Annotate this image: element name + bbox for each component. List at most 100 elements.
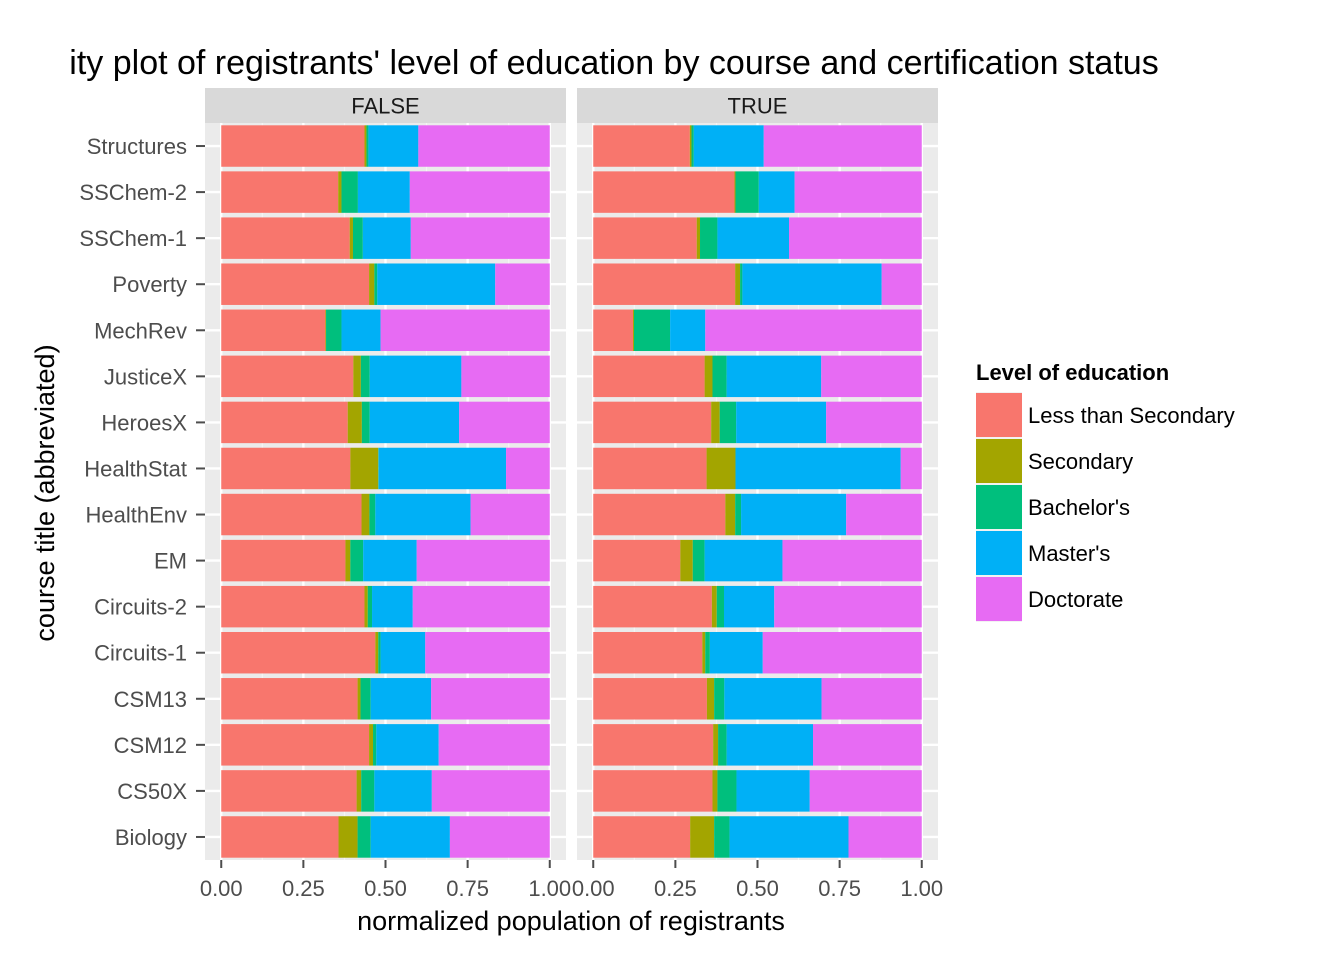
bar-segment: SSChem-2 — Less than Secondary: 0.356 xyxy=(221,171,339,213)
bar-segment: JusticeX — Master's: 0.279 xyxy=(369,355,462,398)
bar-segment: EM — Bachelor's: 0.039 xyxy=(350,539,364,582)
bar-segment: CSM13 — Bachelor's: 0.031 xyxy=(714,678,725,720)
bar-segment: Poverty — Doctorate: 0.122 xyxy=(881,263,922,305)
legend-swatch xyxy=(976,393,1022,437)
bar-segment: CSM12 — Less than Secondary: 0.45 xyxy=(221,724,370,766)
bar-segment: SSChem-2 — Doctorate: 0.387 xyxy=(794,171,922,213)
bar-segment: HealthEnv — Master's: 0.29 xyxy=(375,493,471,536)
bar-segment: HealthEnv — Secondary: 0.024 xyxy=(361,493,370,536)
bar-segment: SSChem-2 — Doctorate: 0.426 xyxy=(409,171,550,213)
bar-segment: Biology — Less than Secondary: 0.295 xyxy=(593,816,691,858)
panels: FALSE Structures — Less than Secondary: 0… xyxy=(79,88,943,901)
bar-segment: MechRev — Bachelor's: 0.11 xyxy=(633,309,671,352)
y-tick-label: CSM13 xyxy=(114,687,187,712)
bar-segment: Poverty — Bachelor's: 0.009 xyxy=(374,263,378,305)
bar-segment: Biology — Secondary: 0.058 xyxy=(338,816,358,858)
legend-label: Bachelor's xyxy=(1028,495,1130,520)
bar-segment: Circuits-1 — Bachelor's: 0.007 xyxy=(378,631,381,674)
bar-segment: Biology — Less than Secondary: 0.357 xyxy=(221,816,339,858)
x-tick-label: 0.25 xyxy=(282,876,325,901)
bar-segment: HealthEnv — Bachelor's: 0.018 xyxy=(369,493,376,536)
bar-segment: CS50X — Bachelor's: 0.058 xyxy=(717,770,737,812)
legend-label: Master's xyxy=(1028,541,1110,566)
facet-strip xyxy=(577,88,938,123)
legend-entry: Less than Secondary xyxy=(976,392,1235,438)
bar-segment: HealthEnv — Doctorate: 0.241 xyxy=(470,493,550,536)
bar-segment: Structures — Master's: 0.213 xyxy=(693,125,764,167)
bar-segment: Circuits-2 — Bachelor's: 0.013 xyxy=(367,585,373,628)
bar-segment: HeroesX — Doctorate: 0.276 xyxy=(459,401,550,444)
x-tick-label: 0.75 xyxy=(446,876,489,901)
y-tick-label: SSChem-1 xyxy=(79,226,187,251)
bar-segment: CSM12 — Doctorate: 0.331 xyxy=(813,724,922,766)
x-tick-label: 0.75 xyxy=(818,876,861,901)
y-tick-label: HeroesX xyxy=(101,410,187,435)
y-tick-label: MechRev xyxy=(94,318,187,343)
bar-segment: HealthStat — Secondary: 0.085 xyxy=(350,447,379,490)
bar-segment: SSChem-1 — Master's: 0.146 xyxy=(362,217,411,259)
bar-segment: JusticeX — Secondary: 0.023 xyxy=(353,355,361,398)
bar-segment: CS50X — Doctorate: 0.359 xyxy=(431,770,550,812)
bar-segment: Biology — Bachelor's: 0.04 xyxy=(357,816,371,858)
bar-segment: SSChem-1 — Less than Secondary: 0.315 xyxy=(593,217,697,259)
bar-segment: MechRev — Doctorate: 0.515 xyxy=(380,309,550,352)
bar-segment: Biology — Doctorate: 0.304 xyxy=(449,816,550,858)
bar-segment: Structures — Bachelor's: 0.007 xyxy=(691,125,694,167)
bar-segment: SSChem-1 — Secondary: 0.01 xyxy=(349,217,353,259)
bar-segment: SSChem-1 — Less than Secondary: 0.391 xyxy=(221,217,350,259)
bar-segment: CSM13 — Secondary: 0.009 xyxy=(357,678,361,720)
bar-segment: Circuits-1 — Master's: 0.136 xyxy=(380,631,426,674)
bar-segment: Structures — Secondary: 0.005 xyxy=(689,125,692,167)
bar-segment: EM — Secondary: 0.038 xyxy=(680,539,693,582)
bar-segment: EM — Doctorate: 0.405 xyxy=(416,539,550,582)
legend-label: Less than Secondary xyxy=(1028,403,1235,428)
bar-segment: CSM12 — Secondary: 0.015 xyxy=(713,724,719,766)
legend-entry: Master's xyxy=(976,530,1110,576)
bar-segment: Poverty — Secondary: 0.015 xyxy=(735,263,741,305)
legend-swatch xyxy=(976,439,1022,483)
y-tick-label: EM xyxy=(154,549,187,574)
bar-segment: HealthStat — Less than Secondary: 0.345 xyxy=(593,447,707,490)
bar-segment: HeroesX — Bachelor's: 0.05 xyxy=(719,401,737,444)
bar-segment: JusticeX — Doctorate: 0.269 xyxy=(461,355,550,398)
bar-segment: EM — Bachelor's: 0.036 xyxy=(692,539,705,582)
bar-segment: Circuits-1 — Less than Secondary: 0.469 xyxy=(221,631,376,674)
bar-segment: Circuits-2 — Doctorate: 0.417 xyxy=(412,585,550,628)
x-tick-label: 0.00 xyxy=(572,876,615,901)
bar-segment: Circuits-1 — Secondary: 0.009 xyxy=(375,631,379,674)
bar-segment: HealthEnv — Secondary: 0.03 xyxy=(725,493,736,536)
x-tick-label: 1.00 xyxy=(900,876,943,901)
bar-segment: Poverty — Bachelor's: 0.007 xyxy=(740,263,743,305)
bar-segment: HealthStat — Master's: 0.503 xyxy=(735,447,901,490)
bar-segment: CSM12 — Secondary: 0.012 xyxy=(369,724,374,766)
bar-segment: Circuits-2 — Master's: 0.124 xyxy=(372,585,413,628)
bar-segment: JusticeX — Bachelor's: 0.027 xyxy=(360,355,370,398)
bar-segment: Circuits-1 — Less than Secondary: 0.332 xyxy=(593,631,703,674)
bar-segment: Circuits-1 — Doctorate: 0.484 xyxy=(762,631,922,674)
bar-segment: Poverty — Master's: 0.359 xyxy=(377,263,496,305)
y-tick-label: CS50X xyxy=(117,779,187,804)
bar-segment: Circuits-2 — Bachelor's: 0.022 xyxy=(716,585,724,628)
panel-true: TRUE Structures — Less than Secondary: 0.… xyxy=(572,88,943,901)
bar-segment: CS50X — Less than Secondary: 0.412 xyxy=(221,770,357,812)
y-tick-label: HealthEnv xyxy=(85,503,187,528)
bar-segment: HeroesX — Secondary: 0.043 xyxy=(347,401,362,444)
bar-segment: JusticeX — Bachelor's: 0.043 xyxy=(712,355,727,398)
bar-segment: CSM13 — Master's: 0.296 xyxy=(724,678,822,720)
bar-segment: SSChem-1 — Bachelor's: 0.03 xyxy=(352,217,363,259)
bar-segment: CSM13 — Bachelor's: 0.031 xyxy=(360,678,371,720)
bar-segment: SSChem-2 — Master's: 0.109 xyxy=(758,171,795,213)
bar-segment: Poverty — Doctorate: 0.166 xyxy=(495,263,550,305)
bar-segment: JusticeX — Less than Secondary: 0.402 xyxy=(221,355,354,398)
legend-title: Level of education xyxy=(976,360,1169,385)
bar-segment: HeroesX — Master's: 0.272 xyxy=(369,401,460,444)
bar-segment: HealthStat — Secondary: 0.088 xyxy=(706,447,736,490)
bar-segment: CSM12 — Bachelor's: 0.01 xyxy=(373,724,377,766)
bar-segment: SSChem-2 — Less than Secondary: 0.43 xyxy=(593,171,735,213)
bar-segment: Structures — Secondary: 0.006 xyxy=(364,125,367,167)
bar-segment: CS50X — Less than Secondary: 0.363 xyxy=(593,770,713,812)
bar-segment: Circuits-1 — Secondary: 0.009 xyxy=(702,631,706,674)
bar-segment: CS50X — Secondary: 0.015 xyxy=(712,770,718,812)
bar-segment: Poverty — Less than Secondary: 0.432 xyxy=(593,263,736,305)
